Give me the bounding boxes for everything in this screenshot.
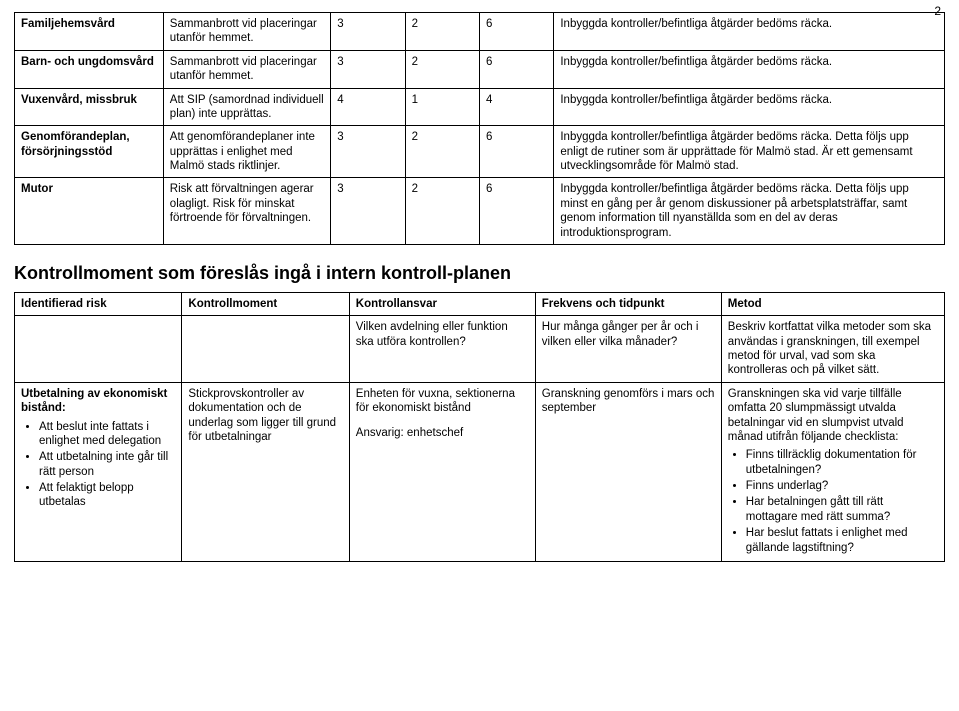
spacer bbox=[356, 416, 529, 426]
header-metod: Metod bbox=[721, 292, 944, 315]
section-title: Kontrollmoment som föreslås ingå i inter… bbox=[14, 263, 945, 284]
table-header-row: Identifierad risk Kontrollmoment Kontrol… bbox=[15, 292, 945, 315]
metod-bullets: Finns tillräcklig dokumentation för utbe… bbox=[728, 448, 938, 555]
cell: 6 bbox=[479, 178, 553, 245]
cell: Inbyggda kontroller/befintliga åtgärder … bbox=[554, 88, 945, 126]
cell: Inbyggda kontroller/befintliga åtgärder … bbox=[554, 178, 945, 245]
cell: 6 bbox=[479, 13, 553, 51]
list-item: Att utbetalning inte går till rätt perso… bbox=[39, 450, 175, 479]
cell: 2 bbox=[405, 50, 479, 88]
kontrollmoment-table: Identifierad risk Kontrollmoment Kontrol… bbox=[14, 292, 945, 562]
subheader-empty-0 bbox=[15, 316, 182, 383]
list-item: Finns underlag? bbox=[746, 479, 938, 493]
cell: Genomförandeplan, försörjningsstöd bbox=[15, 126, 164, 178]
cell-frekvens: Granskning genomförs i mars och septembe… bbox=[535, 382, 721, 561]
subheader-frekvens: Hur många gånger per år och i vilken ell… bbox=[535, 316, 721, 383]
header-frekvens: Frekvens och tidpunkt bbox=[535, 292, 721, 315]
header-kontrollmoment: Kontrollmoment bbox=[182, 292, 349, 315]
risk-bullets: Att beslut inte fattats i enlighet med d… bbox=[21, 420, 175, 510]
cell: Inbyggda kontroller/befintliga åtgärder … bbox=[554, 13, 945, 51]
table-row: Genomförandeplan, försörjningsstödAtt ge… bbox=[15, 126, 945, 178]
list-item: Att felaktigt belopp utbetalas bbox=[39, 481, 175, 510]
cell: Inbyggda kontroller/befintliga åtgärder … bbox=[554, 126, 945, 178]
list-item: Att beslut inte fattats i enlighet med d… bbox=[39, 420, 175, 449]
cell: 2 bbox=[405, 126, 479, 178]
subheader-metod: Beskriv kortfattat vilka metoder som ska… bbox=[721, 316, 944, 383]
cell: Barn- och ungdomsvård bbox=[15, 50, 164, 88]
cell: 4 bbox=[331, 88, 405, 126]
cell: 3 bbox=[331, 50, 405, 88]
cell: 3 bbox=[331, 178, 405, 245]
risk-lead: Utbetalning av ekonomiskt bistånd: bbox=[21, 388, 167, 414]
cell: Mutor bbox=[15, 178, 164, 245]
cell: Inbyggda kontroller/befintliga åtgärder … bbox=[554, 50, 945, 88]
kontrollansvar-line1: Enheten för vuxna, sektionerna för ekono… bbox=[356, 387, 529, 416]
header-identifierad-risk: Identifierad risk bbox=[15, 292, 182, 315]
table-row: Barn- och ungdomsvårdSammanbrott vid pla… bbox=[15, 50, 945, 88]
cell-identifierad-risk: Utbetalning av ekonomiskt bistånd: Att b… bbox=[15, 382, 182, 561]
cell: Sammanbrott vid placeringar utanför hemm… bbox=[163, 50, 330, 88]
kontrollansvar-line2: Ansvarig: enhetschef bbox=[356, 426, 529, 440]
cell: 4 bbox=[479, 88, 553, 126]
table-subheader-row: Vilken avdelning eller funktion ska utfö… bbox=[15, 316, 945, 383]
cell: 3 bbox=[331, 126, 405, 178]
cell: Att SIP (samordnad individuell plan) int… bbox=[163, 88, 330, 126]
cell: 6 bbox=[479, 50, 553, 88]
table-row: Vuxenvård, missbrukAtt SIP (samordnad in… bbox=[15, 88, 945, 126]
list-item: Finns tillräcklig dokumentation för utbe… bbox=[746, 448, 938, 477]
risk-table: FamiljehemsvårdSammanbrott vid placering… bbox=[14, 12, 945, 245]
list-item: Har beslut fattats i enlighet med gällan… bbox=[746, 526, 938, 555]
cell: Risk att förvaltningen agerar olagligt. … bbox=[163, 178, 330, 245]
cell: 1 bbox=[405, 88, 479, 126]
subheader-kontrollansvar: Vilken avdelning eller funktion ska utfö… bbox=[349, 316, 535, 383]
cell-kontrollmoment: Stickprovskontroller av dokumentation oc… bbox=[182, 382, 349, 561]
cell: Sammanbrott vid placeringar utanför hemm… bbox=[163, 13, 330, 51]
cell: 2 bbox=[405, 13, 479, 51]
cell: Att genomförandeplaner inte upprättas i … bbox=[163, 126, 330, 178]
cell: Vuxenvård, missbruk bbox=[15, 88, 164, 126]
table-row: FamiljehemsvårdSammanbrott vid placering… bbox=[15, 13, 945, 51]
table-row: Utbetalning av ekonomiskt bistånd: Att b… bbox=[15, 382, 945, 561]
cell: 3 bbox=[331, 13, 405, 51]
metod-lead: Granskningen ska vid varje tillfälle omf… bbox=[728, 387, 938, 445]
cell-metod: Granskningen ska vid varje tillfälle omf… bbox=[721, 382, 944, 561]
header-kontrollansvar: Kontrollansvar bbox=[349, 292, 535, 315]
subheader-empty-1 bbox=[182, 316, 349, 383]
table-row: MutorRisk att förvaltningen agerar olagl… bbox=[15, 178, 945, 245]
cell: 2 bbox=[405, 178, 479, 245]
cell-kontrollansvar: Enheten för vuxna, sektionerna för ekono… bbox=[349, 382, 535, 561]
list-item: Har betalningen gått till rätt mottagare… bbox=[746, 495, 938, 524]
cell: Familjehemsvård bbox=[15, 13, 164, 51]
cell: 6 bbox=[479, 126, 553, 178]
page-number: 2 bbox=[934, 4, 941, 18]
